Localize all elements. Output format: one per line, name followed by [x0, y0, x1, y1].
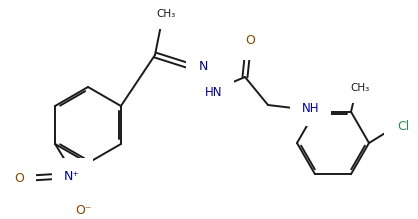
- Text: Cl: Cl: [397, 120, 409, 134]
- Text: HN: HN: [205, 85, 222, 99]
- Text: O⁻: O⁻: [75, 203, 91, 217]
- Text: CH₃: CH₃: [156, 9, 176, 19]
- Text: CH₃: CH₃: [350, 83, 370, 93]
- Text: N⁺: N⁺: [64, 171, 80, 184]
- Text: N: N: [198, 60, 208, 74]
- Text: O: O: [245, 35, 255, 48]
- Text: O: O: [14, 171, 24, 184]
- Text: NH: NH: [302, 101, 319, 115]
